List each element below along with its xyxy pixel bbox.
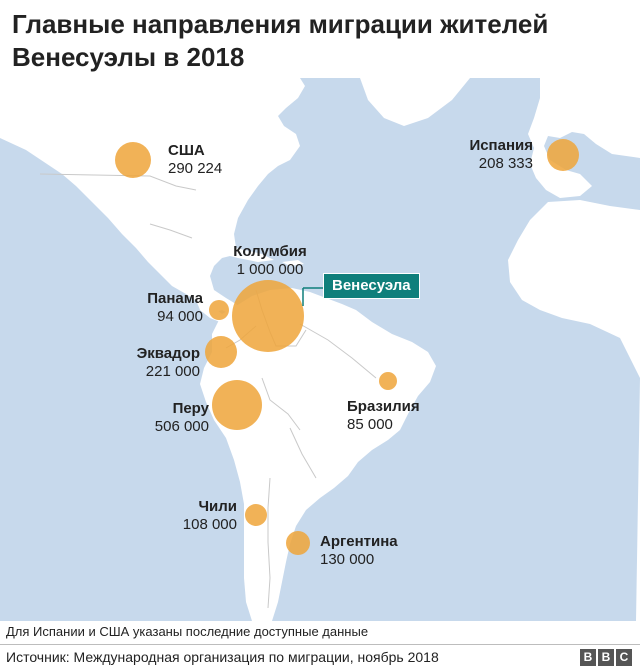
bbc-logo: B B C — [580, 649, 632, 666]
land-greenland — [360, 78, 470, 126]
bubble-usa — [115, 142, 151, 178]
bubble-brazil — [379, 372, 397, 390]
page-title: Главные направления миграции жителей Вен… — [12, 9, 549, 72]
land-europe — [528, 78, 640, 198]
bubble-ecuador — [205, 336, 237, 368]
bubble-spain — [547, 139, 579, 171]
bubble-colombia — [232, 280, 304, 352]
label-panama: Панама 94 000 — [147, 290, 203, 325]
label-argentina: Аргентина 130 000 — [320, 533, 398, 568]
land-caribbean — [214, 248, 274, 262]
migration-map — [0, 78, 640, 621]
label-brazil: Бразилия 85 000 — [347, 398, 420, 433]
bubble-panama — [209, 300, 229, 320]
label-chile: Чили 108 000 — [182, 498, 237, 533]
label-usa: США 290 224 — [168, 142, 223, 177]
source-text: Источник: Международная организация по м… — [6, 649, 439, 665]
bubble-peru — [212, 380, 262, 430]
map-canvas — [0, 78, 640, 621]
land-north-america — [0, 78, 305, 316]
label-spain: Испания 208 333 — [469, 137, 533, 172]
bubble-chile — [245, 504, 267, 526]
venezuela-label: Венесуэла — [323, 273, 420, 299]
label-peru: Перу 506 000 — [154, 400, 209, 435]
divider — [0, 644, 640, 645]
label-colombia: Колумбия 1 000 000 — [233, 243, 307, 278]
bubble-argentina — [286, 531, 310, 555]
label-ecuador: Эквадор 221 000 — [136, 345, 200, 380]
land-south-america — [200, 288, 436, 621]
footnote: Для Испании и США указаны последние дост… — [6, 624, 369, 639]
land-africa — [508, 200, 640, 621]
